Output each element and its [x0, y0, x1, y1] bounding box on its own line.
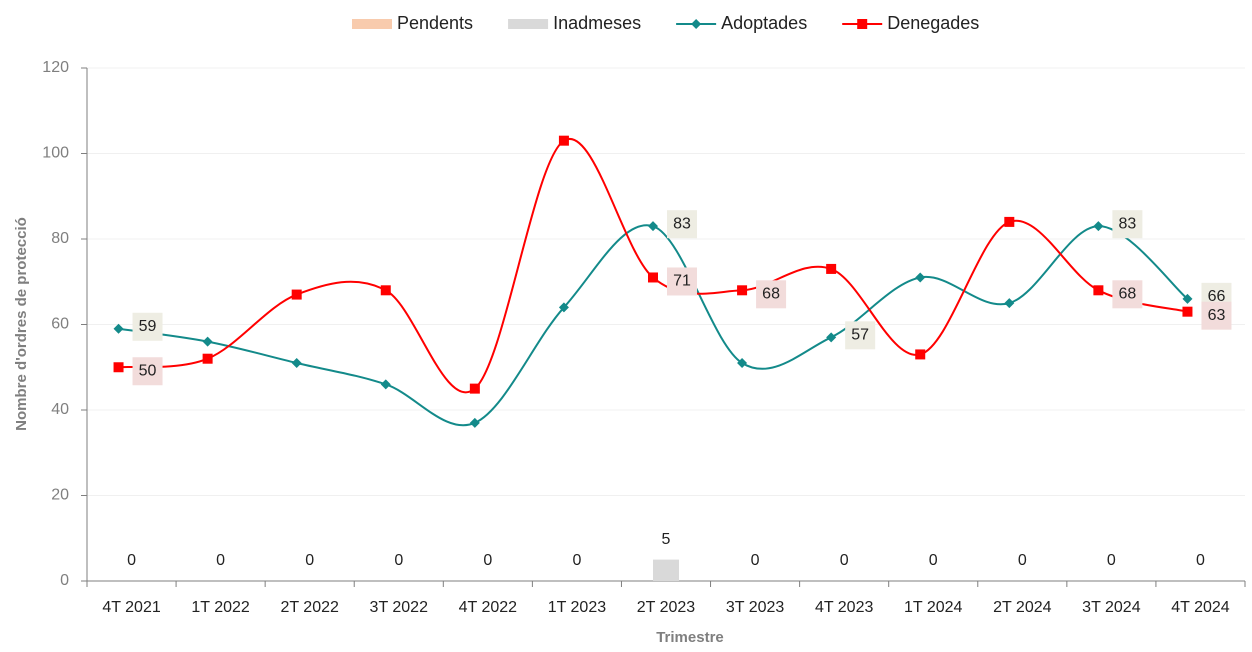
bar-label: 5: [662, 531, 671, 548]
bar: [653, 559, 679, 581]
label-box: [132, 312, 163, 341]
y-tick-label: 60: [51, 316, 69, 333]
x-tick-label: 1T 2022: [191, 599, 250, 616]
label-box: [845, 321, 876, 350]
marker: [202, 336, 213, 347]
marker: [1004, 298, 1015, 309]
marker: [915, 272, 926, 283]
legend-swatch: [352, 19, 392, 29]
x-tick-label: 2T 2023: [637, 599, 696, 616]
y-tick-label: 100: [42, 145, 69, 162]
label-box: [1112, 210, 1143, 239]
label-box: [667, 210, 697, 239]
x-tick-label: 4T 2024: [1171, 599, 1230, 616]
y-tick-label: 40: [51, 401, 69, 418]
marker: [291, 357, 302, 368]
bar-label: 0: [216, 552, 225, 569]
marker: [113, 323, 124, 334]
bar-label: 0: [1107, 552, 1116, 569]
data-label: 66: [1208, 288, 1226, 305]
marker: [380, 379, 391, 390]
label-box: [1201, 301, 1232, 330]
x-tick-label: 4T 2023: [815, 599, 874, 616]
label-box: [132, 357, 163, 386]
bar-label: 0: [840, 552, 849, 569]
bar-label: 0: [751, 552, 760, 569]
marker: [558, 135, 569, 146]
marker: [202, 353, 213, 364]
marker: [291, 289, 302, 300]
data-label: 59: [139, 318, 157, 335]
x-tick-label: 1T 2024: [904, 599, 963, 616]
data-label: 57: [851, 327, 869, 344]
data-label: 50: [139, 362, 157, 379]
x-tick-label: 3T 2024: [1082, 599, 1141, 616]
data-label: 68: [762, 286, 780, 303]
marker: [826, 332, 837, 343]
bar-label: 0: [305, 552, 314, 569]
x-tick-label: 2T 2022: [280, 599, 339, 616]
bar-label: 0: [483, 552, 492, 569]
marker: [1182, 293, 1193, 304]
marker: [1182, 306, 1193, 317]
y-axis-title: Nombre d'ordres de protecció: [13, 217, 30, 431]
y-tick-label: 120: [42, 59, 69, 76]
marker: [380, 285, 391, 296]
data-label: 83: [673, 215, 691, 232]
legend-marker: [857, 19, 868, 29]
x-tick-label: 3T 2022: [370, 599, 429, 616]
legend-label: Inadmeses: [553, 13, 641, 33]
marker: [648, 221, 658, 232]
bar-label: 0: [1196, 552, 1205, 569]
marker: [915, 349, 926, 360]
marker: [1093, 221, 1104, 232]
marker: [737, 285, 748, 296]
bar-label: 0: [572, 552, 581, 569]
y-tick-label: 20: [51, 487, 69, 504]
legend-label: Adoptades: [721, 13, 807, 33]
x-tick-label: 4T 2021: [102, 599, 161, 616]
y-tick-label: 0: [60, 572, 69, 589]
marker: [469, 417, 480, 428]
label-box: [667, 267, 697, 296]
marker: [469, 383, 480, 394]
bar-label: 0: [127, 552, 136, 569]
x-tick-label: 3T 2023: [726, 599, 785, 616]
x-axis-title: Trimestre: [656, 629, 724, 646]
marker: [558, 302, 569, 313]
x-tick-label: 1T 2023: [548, 599, 607, 616]
marker: [113, 362, 124, 373]
line: [118, 137, 1188, 394]
data-label: 71: [673, 273, 691, 290]
marker: [826, 263, 837, 274]
data-label: 63: [1208, 307, 1226, 324]
marker: [648, 272, 658, 283]
bar-label: 0: [394, 552, 403, 569]
legend-label: Denegades: [887, 13, 979, 33]
data-label: 68: [1118, 286, 1136, 303]
bar-label: 0: [929, 552, 938, 569]
legend-label: Pendents: [397, 13, 473, 33]
x-tick-label: 4T 2022: [459, 599, 518, 616]
marker: [1004, 216, 1015, 227]
data-label: 83: [1118, 215, 1136, 232]
label-box: [756, 280, 787, 309]
legend-swatch: [508, 19, 549, 29]
marker: [1093, 285, 1104, 296]
marker: [737, 357, 748, 368]
x-tick-label: 2T 2024: [993, 599, 1052, 616]
line: [118, 224, 1189, 427]
bar-label: 0: [1018, 552, 1027, 569]
label-box: [1112, 280, 1143, 309]
legend-marker: [691, 19, 702, 29]
y-tick-label: 80: [51, 230, 69, 247]
